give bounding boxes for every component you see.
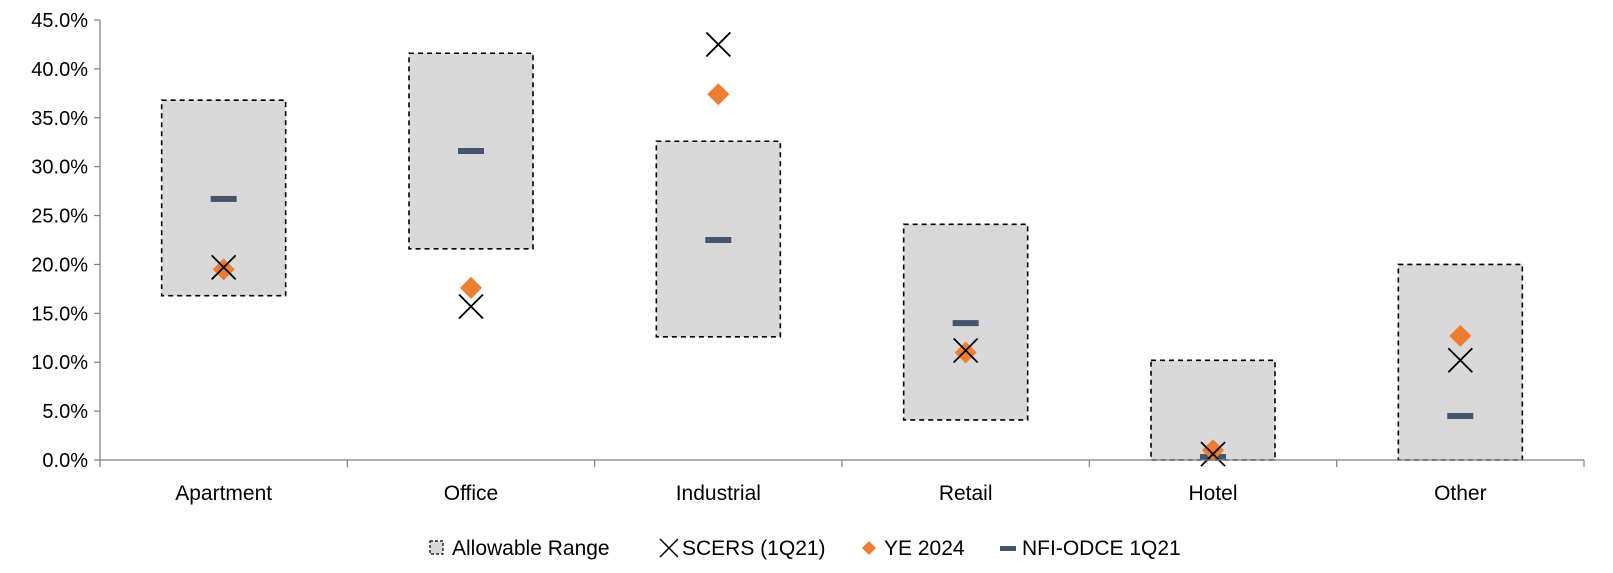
axes: 0.0% 5.0% 10.0% 15.0% 20.0% 25.0% 30.0% 35.0% 40… — [31, 10, 1585, 505]
legend-item-0: Allowable Range — [429, 537, 610, 560]
y-tick-label: 5.0% — [42, 401, 88, 423]
nfi-odce-marker-other — [1447, 413, 1474, 419]
legend-swatch-diamond — [862, 541, 876, 555]
scers-marker-industrial — [705, 31, 731, 58]
ye-2024-marker-other — [1449, 324, 1472, 347]
y-tick-label: 25.0% — [31, 206, 88, 228]
x-tick-label: Hotel — [1188, 482, 1237, 505]
y-tick-label: 20.0% — [31, 254, 88, 276]
x-tick-label: Retail — [939, 482, 993, 505]
scers-marker-apartment — [211, 254, 237, 281]
legend-swatch-range — [429, 540, 444, 555]
ye-2024-marker-industrial — [707, 83, 730, 106]
legend-swatch-x — [659, 538, 679, 558]
y-tick-label: 15.0% — [31, 303, 88, 325]
legend-swatch-dash — [1000, 546, 1016, 551]
nfi-odce-marker-office — [458, 148, 484, 155]
x-tick-label: Office — [444, 482, 498, 505]
scers-marker-other — [1447, 347, 1473, 373]
legend-label: SCERS (1Q21) — [682, 537, 826, 560]
legend-item-2: YE 2024 — [862, 537, 965, 560]
y-tick-label: 30.0% — [31, 157, 88, 179]
range-box-other — [1397, 263, 1524, 461]
x-tick-label: Industrial — [676, 482, 761, 505]
y-tick-label: 35.0% — [31, 108, 88, 130]
x-tick-label: Apartment — [175, 482, 272, 505]
nfi-odce-marker-industrial — [705, 237, 732, 243]
y-tick-label: 0.0% — [42, 450, 88, 472]
legend-label: Allowable Range — [452, 537, 610, 560]
x-tick-label: Other — [1434, 482, 1487, 505]
chart-marks — [160, 31, 1524, 467]
y-tick-label: 45.0% — [31, 10, 88, 32]
scers-marker-hotel — [1200, 441, 1226, 467]
legend: Allowable Range SCERS (1Q21) YE 2024 NFI-OD… — [429, 537, 1181, 560]
scers-marker-retail — [953, 337, 979, 364]
legend-label: NFI-ODCE 1Q21 — [1022, 537, 1181, 560]
legend-item-3: NFI-ODCE 1Q21 — [1000, 537, 1181, 560]
ye-2024-marker-apartment — [212, 258, 235, 281]
y-tick-label: 10.0% — [31, 352, 88, 374]
scers-marker-office — [458, 293, 484, 320]
y-tick-label: 40.0% — [31, 59, 88, 81]
nfi-odce-marker-retail — [952, 320, 979, 327]
nfi-odce-marker-apartment — [210, 195, 237, 202]
legend-label: YE 2024 — [884, 537, 965, 560]
legend-item-1: SCERS (1Q21) — [659, 537, 826, 560]
ye-2024-marker-office — [460, 276, 482, 299]
ye-2024-marker-hotel — [1202, 439, 1224, 462]
ye-2024-marker-retail — [954, 341, 977, 364]
